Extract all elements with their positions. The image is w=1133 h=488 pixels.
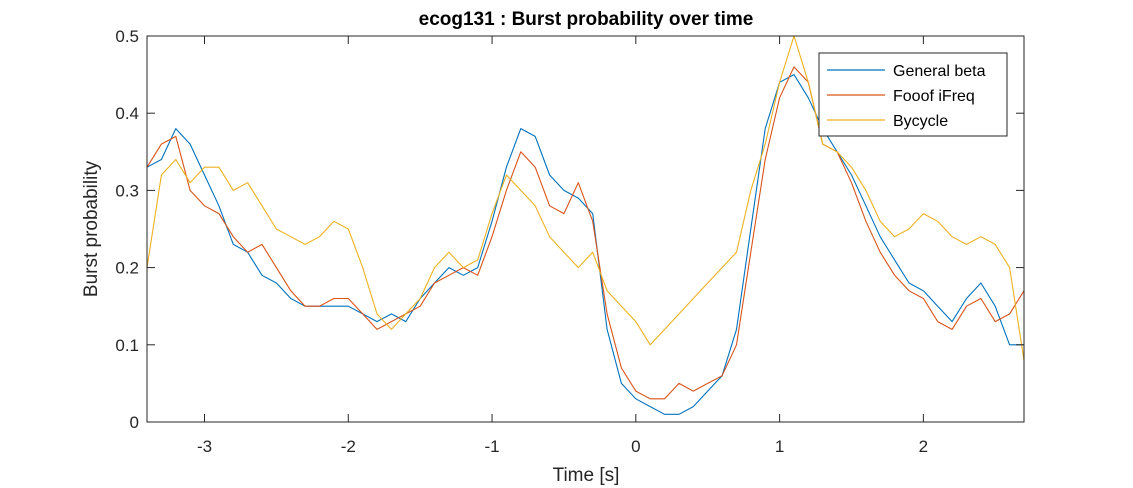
- chart-title: ecog131 : Burst probability over time: [419, 9, 754, 30]
- y-tick-label: 0.5: [115, 27, 139, 46]
- y-tick-label: 0: [130, 413, 139, 432]
- x-axis: -3 -2 -1 0 1 2: [197, 36, 928, 456]
- x-tick-label: -2: [341, 437, 356, 456]
- y-axis-label: Burst probability: [81, 160, 102, 297]
- x-tick-label: -1: [484, 437, 499, 456]
- x-tick-label: 1: [775, 437, 784, 456]
- x-tick-label: 0: [631, 437, 640, 456]
- legend: General beta Fooof iFreq Bycycle: [818, 52, 1008, 137]
- legend-entry: General beta: [893, 63, 986, 80]
- legend-entry: Fooof iFreq: [893, 88, 975, 105]
- y-tick-label: 0.4: [115, 104, 139, 123]
- plot-box: [146, 35, 1025, 423]
- series-line-bycycle: [147, 36, 1024, 361]
- y-tick-label: 0.2: [115, 259, 139, 278]
- legend-entry: Bycycle: [893, 113, 948, 130]
- y-axis: 0 0.1 0.2 0.3 0.4 0.5: [115, 27, 1024, 432]
- legend-items: General beta Fooof iFreq Bycycle: [827, 63, 986, 130]
- series-layer: [147, 36, 1024, 415]
- x-tick-label: -3: [197, 437, 212, 456]
- series-line-general-beta: [147, 74, 1024, 415]
- y-tick-label: 0.3: [115, 181, 139, 200]
- series-line-fooof-ifreq: [147, 66, 1024, 400]
- x-axis-label: Time [s]: [553, 465, 620, 486]
- y-tick-label: 0.1: [115, 336, 139, 355]
- x-tick-label: 2: [919, 437, 928, 456]
